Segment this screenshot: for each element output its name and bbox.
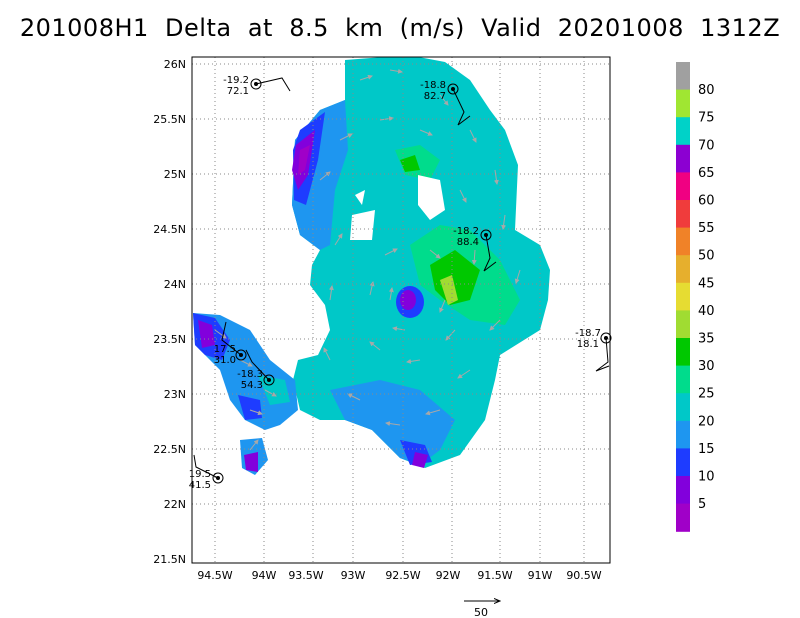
lat-label: 25N xyxy=(164,168,186,181)
colorbar-swatch xyxy=(676,503,690,532)
lat-label: 25.5N xyxy=(153,113,186,126)
lat-label: 21.5N xyxy=(153,553,186,566)
colorbar-label: 45 xyxy=(698,276,715,291)
obs-temp: 19.5 xyxy=(189,469,211,480)
lon-label: 94.5W xyxy=(197,569,232,582)
obs-temp: -18.8 xyxy=(420,80,446,91)
obs-value: 82.7 xyxy=(424,91,446,102)
wind-vectors xyxy=(214,68,521,451)
colorbar-label: 50 xyxy=(698,249,715,264)
colorbar-label: 25 xyxy=(698,387,715,402)
vector-scale-label: 50 xyxy=(474,606,488,618)
lat-label: 24.5N xyxy=(153,223,186,236)
obs-value: 88.4 xyxy=(457,237,479,248)
colorbar-label: 80 xyxy=(698,83,715,98)
obs-station: 17.5 31.0 xyxy=(214,321,247,366)
colorbar-label: 70 xyxy=(698,138,715,153)
colorbar-label: 15 xyxy=(698,442,715,457)
lat-label: 23N xyxy=(164,388,186,401)
obs-station: -18.2 88.4 xyxy=(453,226,497,272)
obs-value: 31.0 xyxy=(214,355,236,366)
colorbar-swatch xyxy=(676,255,690,284)
colorbar-swatch xyxy=(676,365,690,394)
obs-temp: -18.7 xyxy=(575,328,601,339)
obs-value: 54.3 xyxy=(241,380,263,391)
colorbar-swatch xyxy=(676,62,690,91)
colorbar-swatch xyxy=(676,172,690,201)
grid-lines xyxy=(192,57,610,563)
colorbar-swatch xyxy=(676,227,690,256)
obs-temp: 17.5 xyxy=(214,344,236,355)
colorbar-swatch xyxy=(676,117,690,146)
obs-value: 72.1 xyxy=(227,86,249,97)
obs-value: 41.5 xyxy=(189,480,211,491)
obs-temp: -18.2 xyxy=(453,226,479,237)
colorbar-label: 5 xyxy=(698,497,706,512)
lat-label: 24N xyxy=(164,278,186,291)
lon-label: 94W xyxy=(252,569,277,582)
colorbar: 80 75 70 65 60 55 50 45 40 35 30 25 20 15 10 5 xyxy=(676,62,715,532)
colorbar-swatch xyxy=(676,338,690,367)
lat-label: 22.5N xyxy=(153,443,186,456)
obs-value: 18.1 xyxy=(577,339,599,350)
colorbar-label: 60 xyxy=(698,194,715,209)
obs-station: -18.7 18.1 xyxy=(575,328,612,372)
colorbar-swatch xyxy=(676,420,690,449)
lon-label: 93.5W xyxy=(288,569,323,582)
lon-label: 92W xyxy=(436,569,461,582)
lon-axis: 94.5W 94W 93.5W 93W 92.5W 92W 91.5W 91W … xyxy=(197,569,601,582)
colorbar-swatch xyxy=(676,476,690,505)
colorbar-label: 40 xyxy=(698,304,715,319)
colorbar-label: 55 xyxy=(698,221,715,236)
colorbar-label: 65 xyxy=(698,166,715,181)
vector-scale: 50 xyxy=(464,601,500,618)
lon-label: 91W xyxy=(528,569,553,582)
colorbar-swatch xyxy=(676,200,690,229)
lon-label: 90.5W xyxy=(566,569,601,582)
colorbar-swatch xyxy=(676,310,690,339)
colorbar-label: 35 xyxy=(698,332,715,347)
lon-label: 92.5W xyxy=(385,569,420,582)
colorbar-swatch xyxy=(676,448,690,477)
colorbar-label: 20 xyxy=(698,414,715,429)
plot-frame xyxy=(191,56,611,564)
colorbar-swatch xyxy=(676,144,690,173)
obs-temp: -18.3 xyxy=(237,369,263,380)
colorbar-label: 75 xyxy=(698,111,715,126)
obs-station: -18.8 82.7 xyxy=(420,80,471,126)
obs-station: 19.5 41.5 xyxy=(189,454,224,491)
lon-label: 93W xyxy=(341,569,366,582)
lat-axis: 26N 25.5N 25N 24.5N 24N 23.5N 23N 22.5N … xyxy=(153,58,186,566)
obs-temp: -19.2 xyxy=(223,75,249,86)
obs-station: -19.2 72.1 xyxy=(223,75,291,97)
colorbar-swatch xyxy=(676,89,690,118)
colorbar-label: 10 xyxy=(698,470,715,485)
colorbar-label: 30 xyxy=(698,359,715,374)
lat-label: 22N xyxy=(164,498,186,511)
lat-label: 23.5N xyxy=(153,333,186,346)
obs-station: -18.3 54.3 xyxy=(237,349,275,391)
lat-label: 26N xyxy=(164,58,186,71)
lon-label: 91.5W xyxy=(477,569,512,582)
wind-field xyxy=(193,57,550,475)
colorbar-swatch xyxy=(676,282,690,311)
observation-markers: -19.2 72.1 -18.8 82.7 -18.2 88.4 -18.7 1… xyxy=(189,75,612,491)
colorbar-swatch xyxy=(676,393,690,422)
chart-title: 201008H1 Delta at 8.5 km (m/s) Valid 202… xyxy=(19,14,781,42)
